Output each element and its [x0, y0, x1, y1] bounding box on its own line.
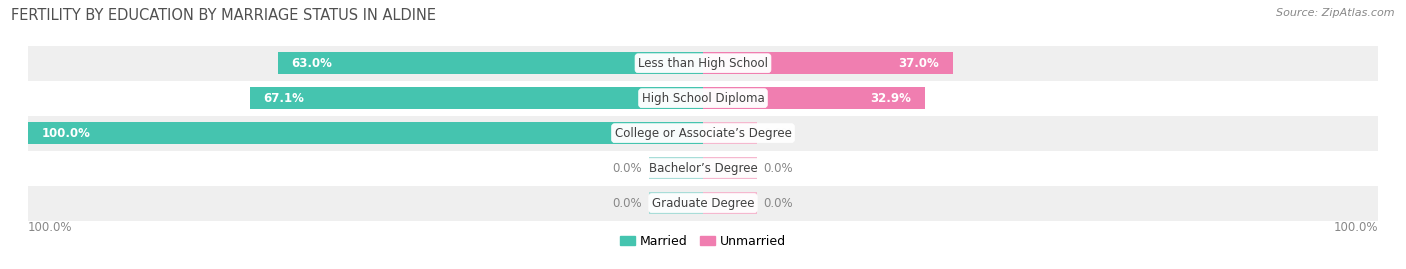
Bar	[703, 192, 756, 214]
Bar	[278, 52, 703, 74]
Bar	[28, 186, 1378, 221]
Bar	[28, 46, 1378, 81]
Text: 37.0%: 37.0%	[898, 57, 939, 70]
Text: 0.0%: 0.0%	[763, 197, 793, 210]
Text: 0.0%: 0.0%	[613, 197, 643, 210]
Text: FERTILITY BY EDUCATION BY MARRIAGE STATUS IN ALDINE: FERTILITY BY EDUCATION BY MARRIAGE STATU…	[11, 8, 436, 23]
Bar	[28, 151, 1378, 186]
Legend: Married, Unmarried: Married, Unmarried	[614, 230, 792, 253]
Bar	[650, 192, 703, 214]
Bar	[703, 122, 756, 144]
Bar	[703, 87, 925, 109]
Bar	[703, 157, 756, 179]
Text: 32.9%: 32.9%	[870, 92, 911, 105]
Text: 67.1%: 67.1%	[264, 92, 305, 105]
Text: Source: ZipAtlas.com: Source: ZipAtlas.com	[1277, 8, 1395, 18]
Text: 100.0%: 100.0%	[28, 221, 73, 234]
Bar	[650, 157, 703, 179]
Text: 100.0%: 100.0%	[1333, 221, 1378, 234]
Bar	[28, 116, 1378, 151]
Bar	[28, 122, 703, 144]
Text: High School Diploma: High School Diploma	[641, 92, 765, 105]
Text: 63.0%: 63.0%	[291, 57, 332, 70]
Bar	[703, 52, 953, 74]
Text: College or Associate’s Degree: College or Associate’s Degree	[614, 127, 792, 140]
Text: 100.0%: 100.0%	[42, 127, 90, 140]
Text: Graduate Degree: Graduate Degree	[652, 197, 754, 210]
Text: Bachelor’s Degree: Bachelor’s Degree	[648, 162, 758, 175]
Text: 0.0%: 0.0%	[613, 162, 643, 175]
Bar	[250, 87, 703, 109]
Text: 0.0%: 0.0%	[763, 162, 793, 175]
Text: Less than High School: Less than High School	[638, 57, 768, 70]
Text: 0.0%: 0.0%	[763, 127, 793, 140]
Bar	[28, 81, 1378, 116]
